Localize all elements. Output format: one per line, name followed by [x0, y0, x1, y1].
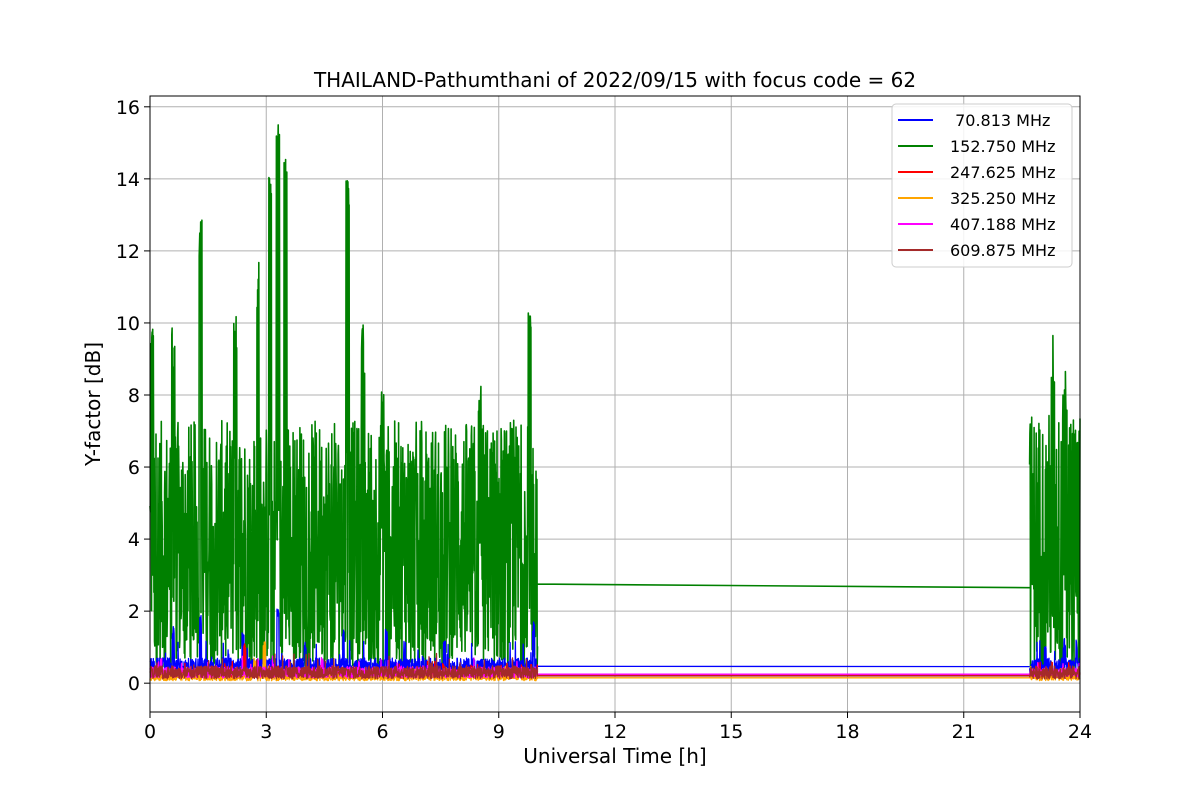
x-tick-label: 0 — [144, 721, 156, 743]
y-axis: 0 2 4 6 8 10 12 14 16 — [116, 97, 150, 695]
y-tick-label: 4 — [128, 529, 140, 551]
legend-label: 609.875 MHz — [950, 241, 1055, 260]
series-1 — [149, 124, 1081, 677]
x-tick-label: 3 — [260, 721, 272, 743]
legend-label: 152.750 MHz — [950, 137, 1055, 156]
x-tick-label: 6 — [376, 721, 388, 743]
y-tick-label: 12 — [116, 241, 140, 263]
y-tick-label: 0 — [128, 673, 140, 695]
chart-title: THAILAND-Pathumthani of 2022/09/15 with … — [313, 68, 916, 92]
y-tick-label: 2 — [128, 601, 140, 623]
x-axis-label: Universal Time [h] — [523, 744, 706, 768]
x-axis: 0 3 6 9 12 15 18 21 24 — [144, 712, 1092, 743]
x-tick-label: 18 — [835, 721, 859, 743]
series-line — [149, 124, 1081, 677]
legend-label: 247.625 MHz — [950, 163, 1055, 182]
series-5 — [149, 652, 1081, 680]
x-tick-label: 9 — [493, 721, 505, 743]
legend-label: 70.813 MHz — [950, 111, 1050, 130]
legend: 70.813 MHz 152.750 MHz 247.625 MHz 325.250 … — [891, 103, 1073, 268]
y-tick-label: 8 — [128, 385, 140, 407]
x-tick-label: 15 — [719, 721, 743, 743]
x-tick-label: 24 — [1068, 721, 1092, 743]
y-tick-label: 10 — [116, 313, 140, 335]
y-tick-label: 6 — [128, 457, 140, 479]
legend-label: 325.250 MHz — [950, 189, 1055, 208]
y-axis-label: Y-factor [dB] — [81, 342, 105, 467]
x-tick-label: 12 — [603, 721, 627, 743]
y-tick-label: 14 — [116, 169, 140, 191]
x-tick-label: 21 — [952, 721, 976, 743]
series-line — [149, 652, 1081, 680]
series-layer — [149, 124, 1081, 682]
legend-box — [891, 103, 1073, 268]
y-tick-label: 16 — [116, 97, 140, 119]
legend-label: 407.188 MHz — [950, 215, 1055, 234]
